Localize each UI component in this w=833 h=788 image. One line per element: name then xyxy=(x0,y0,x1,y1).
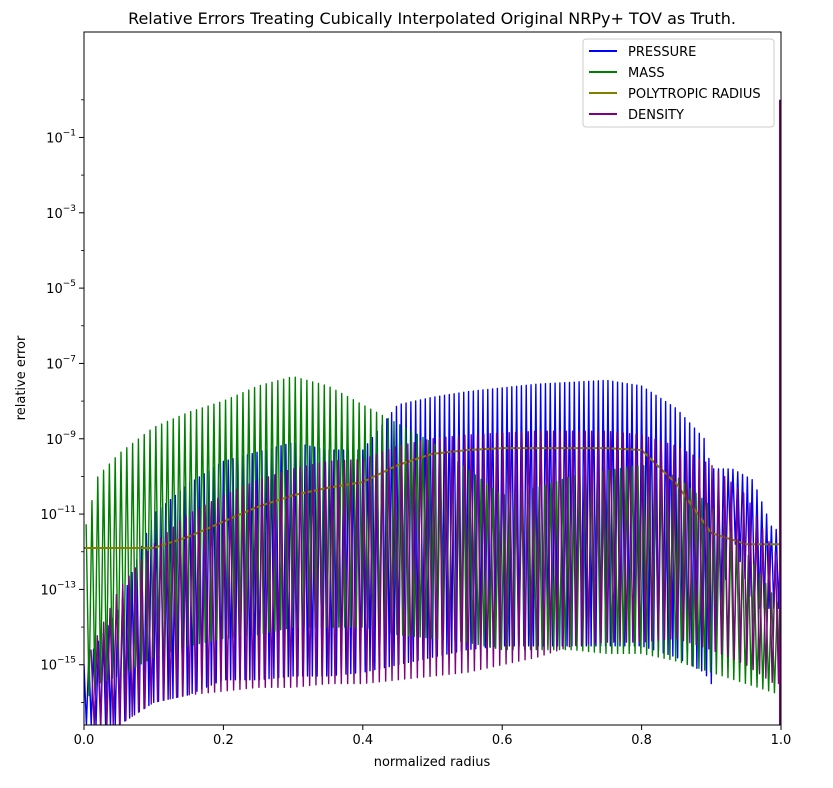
y-tick-label: 10−3 xyxy=(46,204,76,222)
y-tick-base: 10 xyxy=(46,357,63,372)
series-layer xyxy=(84,99,781,725)
y-tick-exponent: −7 xyxy=(63,354,76,364)
x-tick-label: 0.6 xyxy=(492,733,513,748)
x-tick-label: 1.0 xyxy=(771,733,792,748)
y-tick-label: 10−9 xyxy=(46,430,76,448)
y-tick-exponent: −9 xyxy=(63,430,77,440)
x-tick-label: 0.8 xyxy=(631,733,652,748)
y-tick-base: 10 xyxy=(40,508,57,523)
y-tick-base: 10 xyxy=(40,583,57,598)
y-tick-exponent: −5 xyxy=(63,279,76,289)
y-tick-label: 10−13 xyxy=(40,580,76,598)
y-tick-label: 10−15 xyxy=(40,656,76,674)
y-tick-label: 10−1 xyxy=(46,128,76,146)
x-tick-label: 0.2 xyxy=(213,733,234,748)
y-axis-label: relative error xyxy=(14,335,29,420)
x-axis-label: normalized radius xyxy=(374,755,491,770)
y-tick-exponent: −1 xyxy=(63,128,76,138)
y-tick-exponent: −11 xyxy=(57,505,76,515)
y-tick-exponent: −13 xyxy=(57,580,76,590)
legend-box xyxy=(582,38,775,128)
y-tick-base: 10 xyxy=(40,659,57,674)
plot-frame xyxy=(83,31,782,726)
legend-label: PRESSURE xyxy=(628,45,696,60)
x-tick-label: 0.4 xyxy=(352,733,373,748)
y-tick-base: 10 xyxy=(46,131,63,146)
x-tick-label: 0.0 xyxy=(74,733,95,748)
legend-label: POLYTROPIC RADIUS xyxy=(628,87,761,102)
y-tick-base: 10 xyxy=(46,433,63,448)
y-tick-exponent: −3 xyxy=(63,204,76,214)
y-tick-base: 10 xyxy=(46,207,63,222)
series-line-mass xyxy=(85,376,781,697)
y-tick-label: 10−5 xyxy=(46,279,76,297)
series-line-density xyxy=(90,430,781,725)
y-tick-label: 10−7 xyxy=(46,354,76,372)
y-tick-exponent: −15 xyxy=(57,656,76,666)
chart-title: Relative Errors Treating Cubically Inter… xyxy=(128,9,736,28)
legend-label: DENSITY xyxy=(628,108,684,123)
legend-label: MASS xyxy=(628,66,665,81)
legend: PRESSURE MASS POLYTROPIC RADIUS DENSITY xyxy=(582,38,775,128)
x-axis: 0.0 0.2 0.4 0.6 0.8 1.0 xyxy=(74,725,792,748)
y-tick-label: 10−11 xyxy=(40,505,76,523)
y-tick-base: 10 xyxy=(46,282,63,297)
